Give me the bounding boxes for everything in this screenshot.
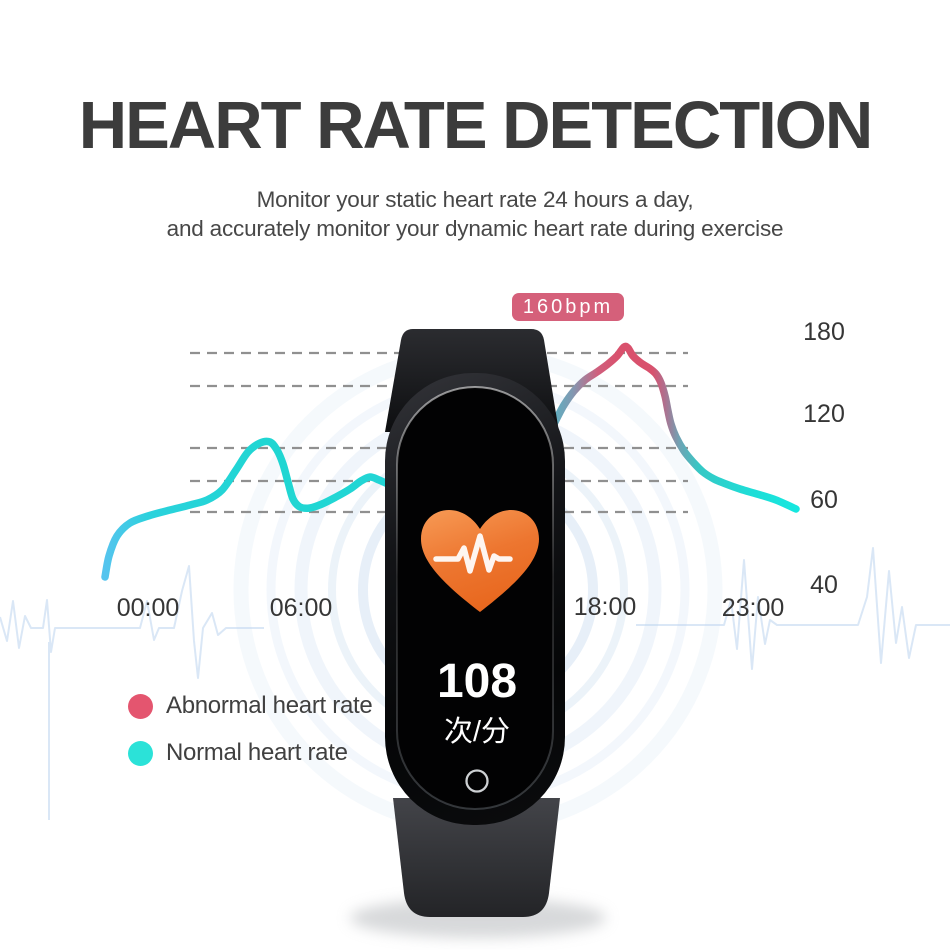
subtitle-line-2: and accurately monitor your dynamic hear…: [166, 216, 784, 241]
peak-value-badge: 160bpm: [512, 293, 624, 321]
smart-band: 108 次/分: [350, 329, 606, 938]
subtitle: Monitor your static heart rate 24 hours …: [0, 185, 950, 243]
normal-dot-icon: [128, 740, 153, 766]
heart-rate-unit: 次/分: [444, 715, 510, 748]
heart-icon: [421, 510, 539, 612]
x-tick-0000: 00:00: [116, 594, 180, 622]
peak-value-label: 160bpm: [522, 295, 614, 318]
y-tick-40: 40: [810, 571, 838, 599]
y-tick-60: 60: [810, 486, 838, 514]
x-tick-2300: 23:00: [721, 594, 785, 622]
legend: Abnormal heart rate Normal heart rate: [128, 692, 373, 787]
y-tick-180: 180: [803, 318, 845, 346]
y-tick-120: 120: [803, 400, 845, 428]
subtitle-line-1: Monitor your static heart rate 24 hours …: [256, 187, 694, 212]
abnormal-dot-icon: [128, 693, 153, 719]
legend-item-normal: Normal heart rate: [128, 740, 372, 766]
heart-rate-line-peak-segment: [544, 342, 800, 513]
heart-rate-line-normal-segment: [101, 437, 414, 581]
legend-item-abnormal: Abnormal heart rate: [128, 692, 373, 719]
ecg-decoration-right: [636, 547, 950, 670]
abnormal-label: Abnormal heart rate: [166, 692, 373, 719]
ecg-pulse-icon: [433, 533, 513, 574]
x-tick-1800: 18:00: [573, 593, 637, 621]
ecg-decoration-left: [0, 565, 264, 820]
watch-band-bottom: [393, 798, 560, 917]
grid-lines: [190, 351, 688, 514]
heart-rate-value: 108: [437, 655, 517, 708]
home-button-ring: [465, 769, 489, 793]
normal-label: Normal heart rate: [166, 739, 348, 766]
page-title: HEART RATE DETECTION: [78, 88, 874, 163]
x-tick-0600: 06:00: [269, 594, 333, 622]
